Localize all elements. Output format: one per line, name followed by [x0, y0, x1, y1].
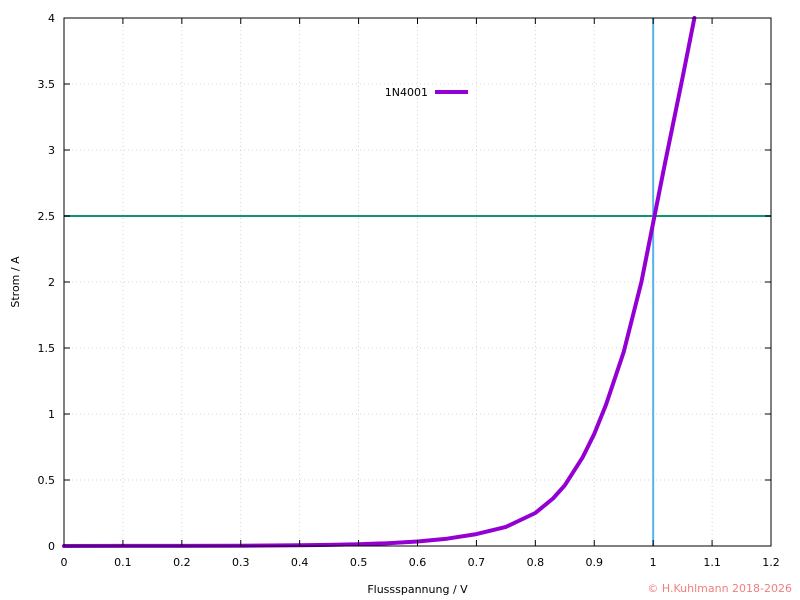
y-tick-label: 1: [48, 408, 55, 421]
x-tick-label: 0.3: [232, 556, 250, 569]
legend-label-1n4001: 1N4001: [385, 86, 428, 99]
x-tick-label: 0.8: [527, 556, 545, 569]
x-tick-label: 0.7: [468, 556, 486, 569]
x-tick-labels: 0 0.1 0.2 0.3 0.4 0.5 0.6 0.7 0.8 0.9 1 1.1 1.2: [61, 556, 780, 569]
axis-ticks: [63, 17, 772, 547]
y-axis-title: Strom / A: [9, 256, 22, 308]
y-tick-label: 4: [48, 12, 55, 25]
x-axis-title: Flussspannung / V: [367, 583, 468, 596]
y-tick-label: 0.5: [38, 474, 56, 487]
y-tick-label: 3: [48, 144, 55, 157]
x-tick-label: 0: [61, 556, 68, 569]
y-tick-labels: 0 0.5 1 1.5 2 2.5 3 3.5 4: [38, 12, 56, 553]
x-tick-label: 1: [650, 556, 657, 569]
y-tick-label: 2: [48, 276, 55, 289]
series-line-1n4001: [62, 16, 697, 548]
legend: 1N4001: [385, 86, 468, 99]
x-tick-label: 0.5: [350, 556, 368, 569]
y-tick-label: 1.5: [38, 342, 56, 355]
x-tick-label: 0.1: [114, 556, 132, 569]
y-tick-label: 0: [48, 540, 55, 553]
y-tick-label: 2.5: [38, 210, 56, 223]
x-tick-label: 0.6: [409, 556, 427, 569]
x-tick-label: 1.1: [703, 556, 721, 569]
x-tick-label: 0.9: [586, 556, 604, 569]
copyright-notice: © H.Kuhlmann 2018-2026: [647, 582, 792, 595]
x-tick-label: 0.4: [291, 556, 309, 569]
x-tick-label: 1.2: [762, 556, 780, 569]
series-layer: [62, 16, 697, 548]
x-tick-label: 0.2: [173, 556, 191, 569]
y-tick-label: 3.5: [38, 78, 56, 91]
